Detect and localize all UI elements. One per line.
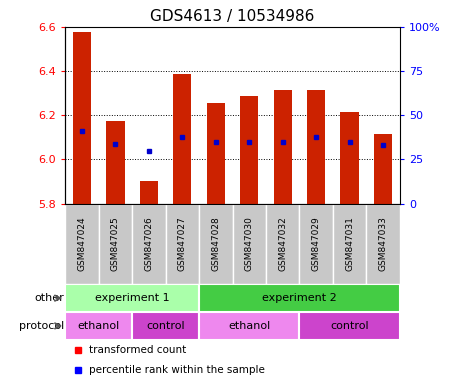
Bar — [99, 204, 132, 284]
Bar — [173, 74, 192, 204]
Bar — [366, 204, 400, 284]
Bar — [106, 121, 125, 204]
Text: GSM847031: GSM847031 — [345, 217, 354, 271]
Text: ethanol: ethanol — [228, 321, 270, 331]
Bar — [199, 284, 400, 312]
Bar — [140, 181, 158, 204]
Bar — [333, 204, 366, 284]
Text: GSM847032: GSM847032 — [278, 217, 287, 271]
Bar — [199, 312, 299, 340]
Bar — [132, 204, 166, 284]
Text: GSM847025: GSM847025 — [111, 217, 120, 271]
Text: protocol: protocol — [19, 321, 65, 331]
Bar — [65, 284, 199, 312]
Bar — [73, 32, 91, 204]
Text: other: other — [35, 293, 65, 303]
Title: GDS4613 / 10534986: GDS4613 / 10534986 — [150, 9, 315, 24]
Bar — [199, 204, 232, 284]
Bar — [299, 204, 333, 284]
Text: GSM847024: GSM847024 — [77, 217, 86, 271]
Bar — [166, 204, 199, 284]
Text: GSM847033: GSM847033 — [379, 217, 388, 271]
Text: GSM847030: GSM847030 — [245, 217, 254, 271]
Bar — [340, 112, 359, 204]
Bar — [273, 90, 292, 204]
Text: ethanol: ethanol — [78, 321, 120, 331]
Bar — [266, 204, 299, 284]
Text: percentile rank within the sample: percentile rank within the sample — [88, 365, 265, 375]
Text: control: control — [146, 321, 185, 331]
Text: GSM847029: GSM847029 — [312, 217, 321, 271]
Bar — [240, 96, 259, 204]
Text: GSM847027: GSM847027 — [178, 217, 187, 271]
Bar — [232, 204, 266, 284]
Text: transformed count: transformed count — [88, 345, 186, 355]
Bar — [299, 312, 400, 340]
Bar — [307, 90, 326, 204]
Bar — [374, 134, 392, 204]
Text: control: control — [330, 321, 369, 331]
Bar — [65, 312, 132, 340]
Text: GSM847028: GSM847028 — [211, 217, 220, 271]
Text: experiment 1: experiment 1 — [95, 293, 169, 303]
Text: experiment 2: experiment 2 — [262, 293, 337, 303]
Bar — [132, 312, 199, 340]
Text: GSM847026: GSM847026 — [144, 217, 153, 271]
Bar — [65, 204, 99, 284]
Bar — [206, 103, 225, 204]
